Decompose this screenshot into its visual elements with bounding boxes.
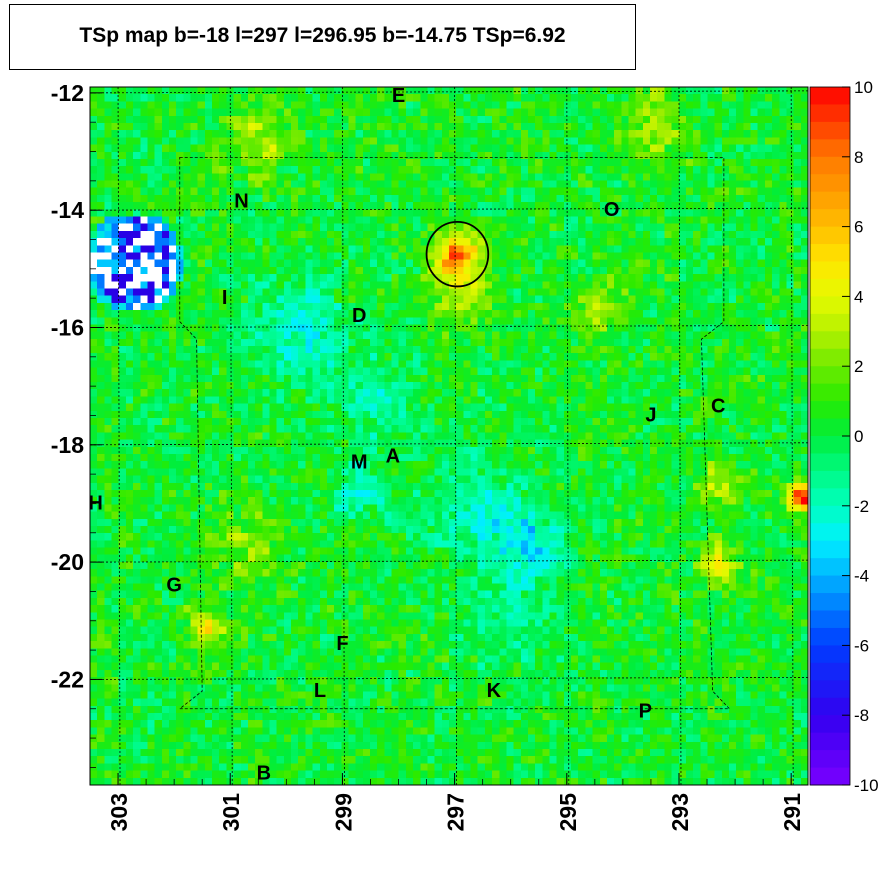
colorbar-swatch: [810, 732, 850, 751]
title-box: TSp map b=-18 l=297 l=296.95 b=-14.75 TS…: [9, 4, 636, 70]
colorbar-swatch: [810, 121, 850, 140]
colorbar-swatch: [810, 750, 850, 769]
colorbar-swatch: [810, 662, 850, 681]
colorbar-swatch: [810, 680, 850, 699]
colorbar-swatch: [810, 366, 850, 385]
colorbar-swatch: [810, 488, 850, 507]
colorbar-swatch: [810, 540, 850, 559]
colorbar-swatch: [810, 401, 850, 420]
colorbar-tick-label: -8: [854, 706, 869, 725]
colorbar: 10 8 6 4 2 0 -2 -4 -6 -8 -10: [809, 78, 879, 795]
region-label: D: [352, 305, 366, 327]
axes: 303 301 299 297 295 293 291 -12 -14 -16 -18 -20 -22: [51, 80, 809, 832]
colorbar-tick-label: 0: [854, 427, 863, 446]
x-tick-label: 291: [779, 793, 805, 832]
region-label: C: [711, 396, 725, 418]
colorbar-tick-label: 4: [854, 287, 863, 306]
colorbar-tick-label: 8: [854, 148, 863, 167]
colorbar-swatch: [810, 313, 850, 332]
colorbar-tick-label: -6: [854, 636, 869, 655]
colorbar-swatch: [810, 87, 850, 105]
colorbar-swatch: [810, 191, 850, 210]
colorbar-tick-label: 10: [854, 78, 873, 97]
x-tick-label: 303: [106, 793, 132, 831]
colorbar-swatch: [810, 209, 850, 228]
grid-meridian: [229, 86, 233, 786]
heatmap-image: [90, 87, 808, 785]
colorbar-swatch: [810, 348, 850, 367]
colorbar-swatch: [810, 436, 850, 454]
colorbar-swatch: [810, 156, 850, 175]
grid-meridian: [117, 86, 121, 786]
y-tick-label: -20: [51, 549, 84, 575]
colorbar-swatch: [810, 593, 850, 611]
colorbar-swatch: [810, 523, 850, 542]
colorbar-swatch: [810, 174, 850, 193]
colorbar-tick-label: 2: [854, 357, 863, 376]
colorbar-swatch: [810, 331, 850, 350]
grid-meridian: [790, 86, 794, 786]
colorbar-swatch: [810, 505, 850, 524]
colorbar-swatch: [810, 575, 850, 594]
chart-title: TSp map b=-18 l=297 l=296.95 b=-14.75 TS…: [79, 24, 566, 47]
x-tick-label: 293: [667, 793, 693, 831]
colorbar-swatch: [810, 418, 850, 437]
source-circle: [425, 221, 490, 288]
grid-meridian: [454, 86, 458, 786]
colorbar-swatch: [810, 767, 850, 786]
colorbar-swatch: [810, 383, 850, 402]
grid-meridian: [566, 86, 570, 786]
region-label: A: [386, 446, 400, 468]
region-label: N: [234, 190, 248, 212]
colorbar-swatch: [810, 226, 850, 245]
region-label: L: [314, 680, 326, 702]
y-tick-label: -18: [51, 432, 84, 458]
colorbar-tick-label: -4: [854, 567, 869, 586]
y-tick-label: -22: [51, 666, 84, 692]
colorbar-tick-label: 6: [854, 218, 863, 237]
colorbar-swatch: [810, 104, 850, 123]
colorbar-swatch: [810, 139, 850, 158]
region-label: P: [639, 701, 652, 723]
region-label: I: [222, 287, 228, 309]
colorbar-swatch: [810, 715, 850, 734]
y-tick-label: -16: [51, 314, 84, 340]
colorbar-swatch: [810, 296, 850, 315]
region-label: E: [392, 85, 405, 107]
region-label: M: [351, 451, 368, 473]
x-tick-label: 299: [330, 793, 356, 831]
region-label: K: [487, 680, 502, 702]
colorbar-swatch: [810, 697, 850, 716]
colorbar-swatch: [810, 244, 850, 262]
colorbar-swatch: [810, 278, 850, 297]
region-label: G: [166, 575, 182, 597]
footprint-outline: [178, 156, 731, 710]
x-tick-label: 301: [218, 793, 244, 832]
region-label: B: [257, 762, 271, 784]
coordinate-grid: [89, 86, 809, 786]
heatmap: [90, 87, 808, 785]
y-tick-label: -14: [51, 197, 84, 223]
region-label: J: [645, 404, 656, 426]
grid-meridian: [678, 86, 682, 786]
grid-meridian: [342, 86, 345, 786]
region-label: O: [604, 199, 620, 221]
colorbar-tick-label: -10: [854, 776, 879, 795]
colorbar-swatch: [810, 261, 850, 280]
x-tick-label: 295: [555, 793, 581, 832]
x-tick-label: 297: [443, 793, 469, 831]
colorbar-swatch: [810, 453, 850, 472]
colorbar-swatch: [810, 610, 850, 629]
plot-frame: [89, 86, 809, 786]
colorbar-swatch: [810, 645, 850, 664]
region-label: F: [336, 633, 348, 655]
colorbar-swatch: [810, 558, 850, 577]
colorbar-swatch: [810, 627, 850, 646]
y-tick-label: -12: [51, 80, 84, 106]
source-circle-layer: [425, 221, 490, 288]
colorbar-swatch: [810, 470, 850, 489]
colorbar-tick-label: -2: [854, 497, 869, 516]
